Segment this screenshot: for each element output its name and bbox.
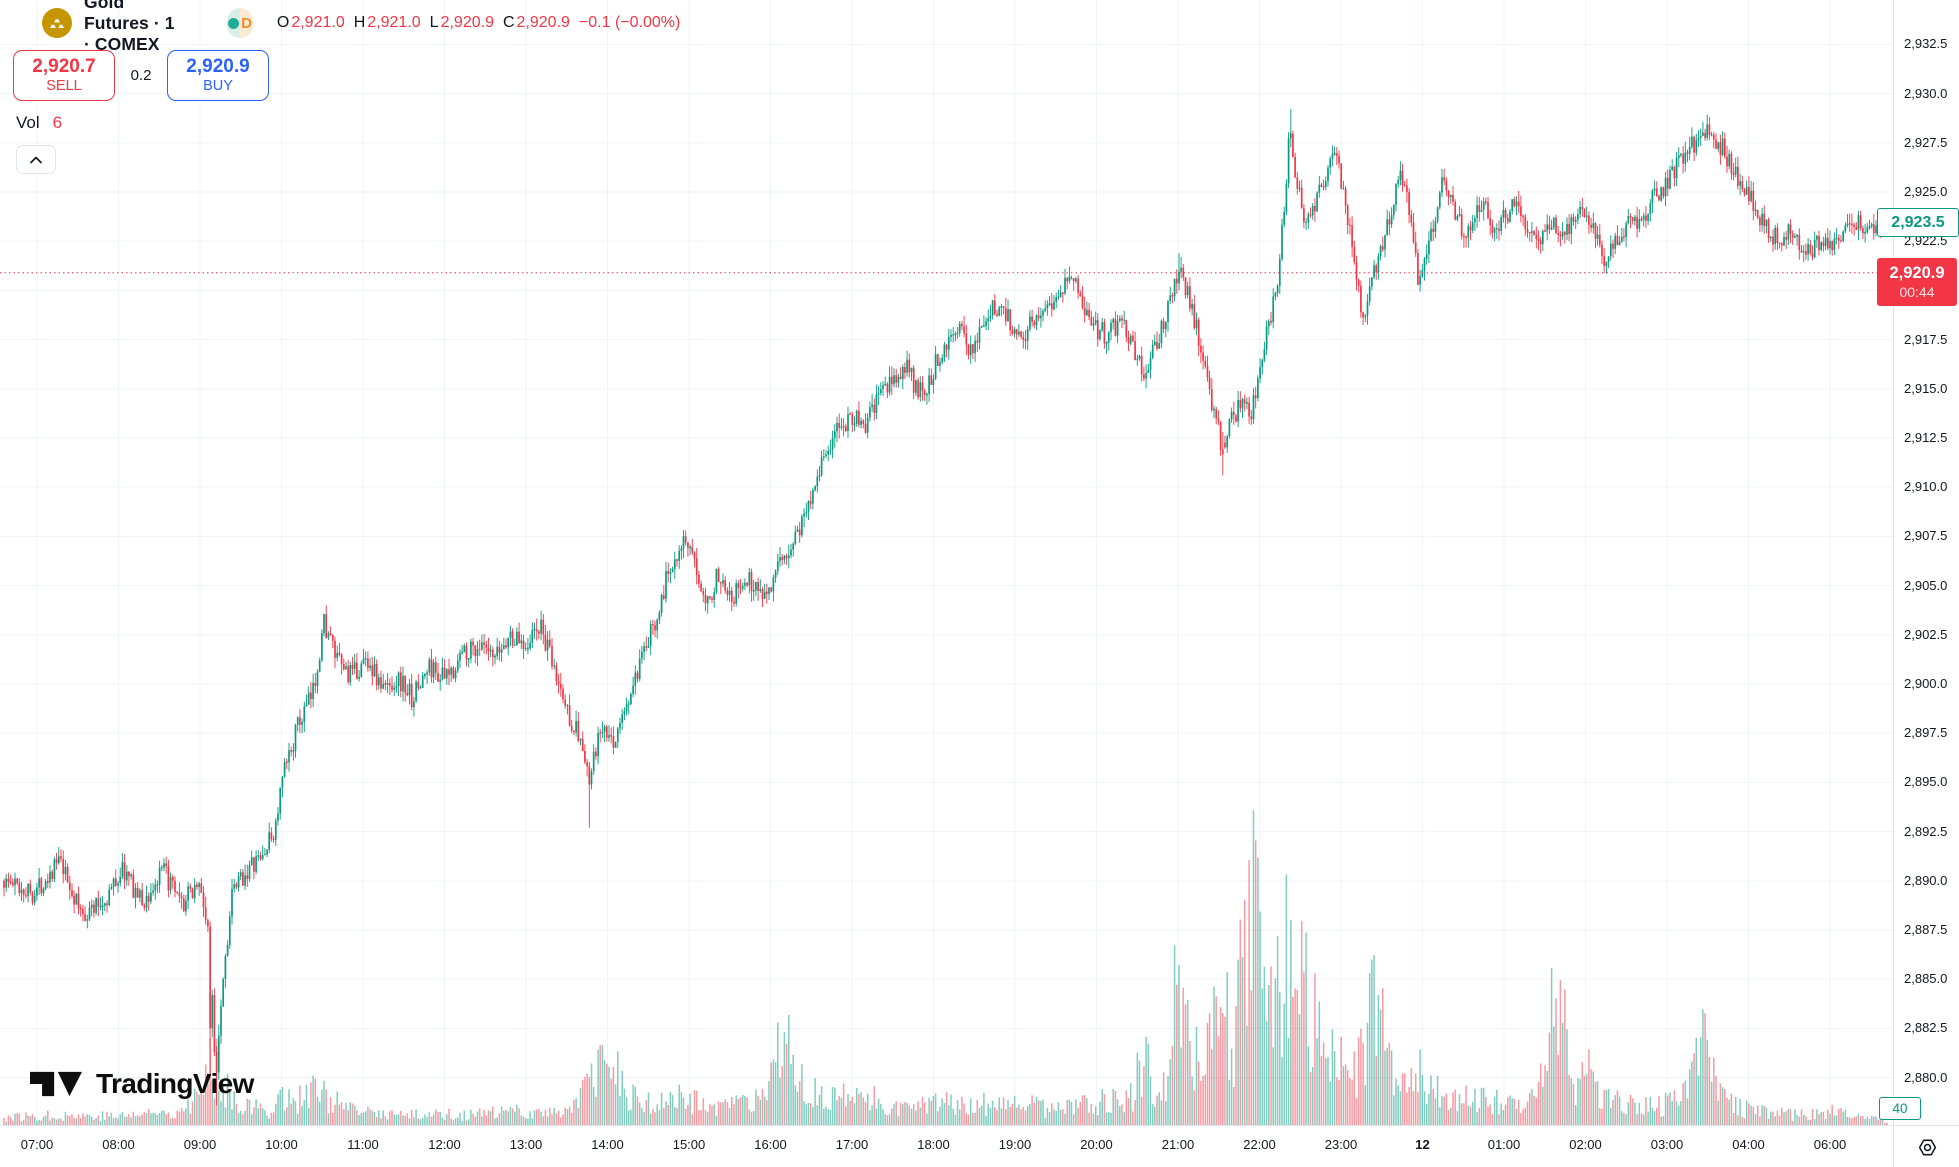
price-tick-label: 2,897.5 <box>1904 725 1948 741</box>
axis-settings-corner[interactable] <box>1893 1125 1959 1167</box>
chevron-up-icon <box>30 156 42 163</box>
interval-badge[interactable]: D <box>226 8 253 38</box>
price-tick-label: 2,902.5 <box>1904 626 1948 642</box>
price-tick-label: 2,915.0 <box>1904 380 1948 396</box>
price-tick-label: 2,882.5 <box>1904 1020 1948 1036</box>
time-tick-label: 03:00 <box>1650 1137 1684 1152</box>
bar-countdown: 00:44 <box>1899 283 1935 300</box>
volume-legend-label: Vol <box>16 113 40 132</box>
market-status-dot <box>228 17 240 29</box>
time-axis[interactable]: 07:00 08:00 09:00 10:00 11:00 12:00 13:00 14:00… <box>0 1125 1893 1167</box>
tradingview-logo[interactable]: TradingView <box>30 1068 254 1100</box>
price-tick-label: 2,930.0 <box>1904 85 1948 101</box>
ohlc-low-value: 2,920.9 <box>440 14 494 31</box>
time-tick-label: 01:00 <box>1487 1137 1521 1152</box>
ohlc-high-key: H <box>353 14 366 31</box>
last-price-label: 2,923.5 <box>1877 208 1959 237</box>
price-tick-label: 2,885.0 <box>1904 971 1948 987</box>
tradingview-logo-mark <box>30 1071 82 1097</box>
time-tick-label: 16:00 <box>754 1137 787 1152</box>
volume-legend-value: 6 <box>52 113 63 132</box>
price-tick-label: 2,927.5 <box>1904 134 1948 150</box>
time-tick-label: 08:00 <box>102 1137 135 1152</box>
price-tick-label: 2,925.0 <box>1904 184 1948 199</box>
time-tick-label: 17:00 <box>835 1137 869 1152</box>
price-tick-label: 2,932.5 <box>1904 36 1948 52</box>
gear-icon[interactable] <box>1916 1136 1939 1159</box>
tradingview-logo-text: TradingView <box>96 1068 254 1099</box>
gold-bars-icon <box>42 8 72 38</box>
spread-value: 0.2 <box>130 67 152 84</box>
price-tick-label: 2,910.0 <box>1904 479 1948 495</box>
current-price-value: 2,920.9 <box>1889 263 1945 282</box>
buy-price: 2,920.9 <box>186 56 250 78</box>
symbol-row: Gold Futures · 1 · COMEX D O 2,921.0 H 2,9… <box>42 0 680 54</box>
time-tick-label: 04:00 <box>1732 1137 1765 1152</box>
time-tick-label: 10:00 <box>265 1137 298 1152</box>
vertical-gridlines <box>36 0 1831 1125</box>
current-price-countdown-label: 2,920.9 00:44 <box>1877 258 1957 306</box>
sell-button[interactable]: 2,920.7 SELL <box>13 50 115 101</box>
ohlc-open-key: O <box>276 14 290 31</box>
time-tick-label: 20:00 <box>1080 1137 1113 1152</box>
price-tick-label: 2,880.0 <box>1904 1069 1948 1085</box>
ohlc-low-key: L <box>429 14 439 31</box>
time-tick-label: 18:00 <box>917 1137 950 1152</box>
ohlc-high-value: 2,921.0 <box>367 14 421 31</box>
time-tick-label: 22:00 <box>1243 1137 1276 1152</box>
candlesticks <box>3 109 1888 1106</box>
volume-axis-value-label: 40 <box>1879 1097 1921 1120</box>
price-tick-label: 2,912.5 <box>1904 430 1948 445</box>
sell-label: SELL <box>46 78 82 95</box>
price-tick-label: 2,900.0 <box>1904 676 1948 691</box>
volume-legend: Vol 6 <box>16 112 62 134</box>
buy-button[interactable]: 2,920.9 BUY <box>167 50 269 101</box>
symbol-title[interactable]: Gold Futures · 1 · COMEX <box>84 0 175 54</box>
ohlc-legend: O 2,921.0 H 2,921.0 L 2,920.9 C 2,920.9 −0.1… <box>277 14 680 32</box>
price-tick-label: 2,890.0 <box>1904 872 1948 888</box>
collapse-legend-button[interactable] <box>16 145 56 174</box>
price-tick-label: 2,895.0 <box>1904 774 1948 790</box>
time-tick-label: 15:00 <box>672 1137 706 1152</box>
time-tick-label: 06:00 <box>1813 1137 1847 1152</box>
horizontal-gridlines <box>0 43 1893 1079</box>
ohlc-close-value: 2,920.9 <box>516 14 570 31</box>
time-tick-label: 13:00 <box>509 1137 543 1152</box>
time-tick-label: 23:00 <box>1324 1137 1358 1152</box>
price-axis[interactable]: 2,932.5 2,930.0 2,927.5 2,925.0 2,922.5 2,917… <box>1893 0 1959 1125</box>
buy-label: BUY <box>203 78 233 95</box>
price-tick-label: 2,907.5 <box>1904 528 1948 544</box>
price-tick-label: 2,905.0 <box>1904 577 1948 593</box>
daily-interval-badge: D <box>240 8 253 38</box>
price-tick-label: 2,887.5 <box>1904 922 1948 937</box>
time-tick-label: 21:00 <box>1161 1137 1195 1152</box>
volume-bars <box>3 810 1888 1125</box>
time-tick-label: 02:00 <box>1569 1137 1602 1152</box>
time-tick-label: 19:00 <box>998 1137 1032 1152</box>
time-tick-label: 12 <box>1415 1137 1430 1152</box>
price-tick-label: 2,917.5 <box>1904 331 1948 347</box>
time-tick-label: 09:00 <box>183 1137 217 1152</box>
time-tick-label: 14:00 <box>591 1137 624 1152</box>
price-tick-label: 2,892.5 <box>1904 823 1948 839</box>
time-tick-label: 07:00 <box>20 1137 54 1152</box>
trade-panel: 2,920.7 SELL 0.2 2,920.9 BUY <box>13 50 269 101</box>
ohlc-close-key: C <box>502 14 515 31</box>
ohlc-change: −0.1 (−0.00%) <box>578 14 681 31</box>
status-dot-wrap <box>226 8 241 38</box>
ohlc-open-value: 2,921.0 <box>291 14 345 31</box>
time-tick-label: 11:00 <box>347 1137 379 1152</box>
sell-price: 2,920.7 <box>32 56 96 78</box>
time-tick-label: 12:00 <box>428 1137 461 1152</box>
